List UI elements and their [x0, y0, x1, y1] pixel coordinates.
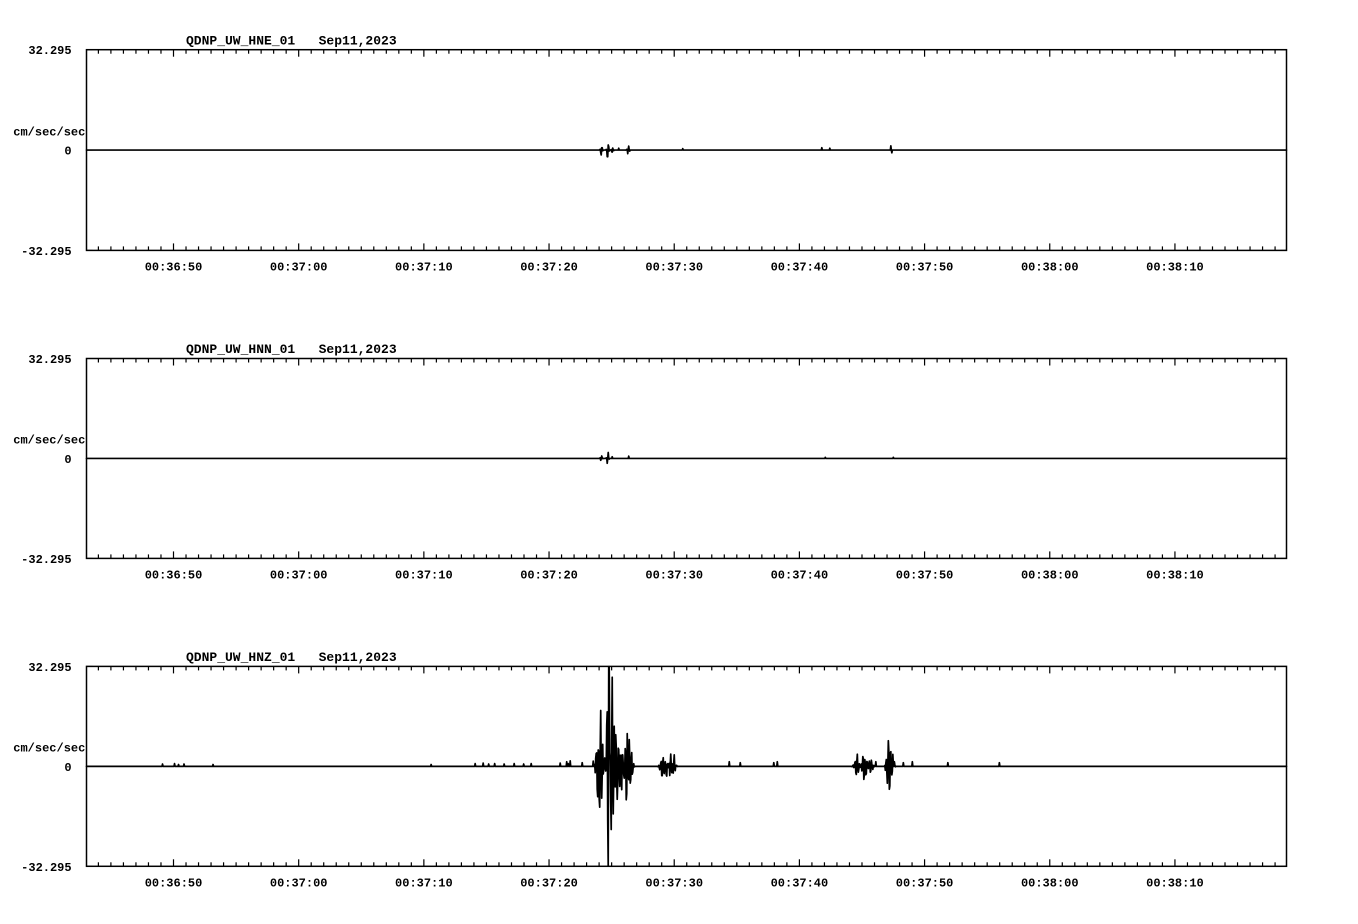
svg-text:32.295: 32.295	[28, 44, 71, 58]
svg-text:0: 0	[64, 145, 71, 159]
svg-text:00:37:00: 00:37:00	[270, 260, 328, 274]
svg-text:32.295: 32.295	[28, 661, 71, 675]
svg-text:QDNP_UW_HNN_01 Sep11,2023: QDNP_UW_HNN_01 Sep11,2023	[186, 342, 397, 357]
svg-text:QDNP_UW_HNE_01 Sep11,2023: QDNP_UW_HNE_01 Sep11,2023	[186, 33, 397, 48]
svg-text:0: 0	[64, 453, 71, 467]
svg-text:00:37:40: 00:37:40	[771, 260, 829, 274]
svg-text:QDNP_UW_HNZ_01 Sep11,2023: QDNP_UW_HNZ_01 Sep11,2023	[186, 650, 397, 665]
svg-text:-32.295: -32.295	[21, 553, 71, 567]
svg-text:00:36:50: 00:36:50	[145, 876, 203, 890]
svg-text:00:37:10: 00:37:10	[395, 260, 453, 274]
svg-text:00:38:10: 00:38:10	[1146, 260, 1204, 274]
svg-text:00:37:00: 00:37:00	[270, 568, 328, 582]
svg-text:-32.295: -32.295	[21, 245, 71, 259]
svg-text:00:37:20: 00:37:20	[520, 260, 578, 274]
svg-text:0: 0	[64, 761, 71, 775]
svg-text:00:38:00: 00:38:00	[1021, 260, 1079, 274]
svg-text:00:37:20: 00:37:20	[520, 876, 578, 890]
svg-text:00:37:10: 00:37:10	[395, 876, 453, 890]
svg-text:00:36:50: 00:36:50	[145, 260, 203, 274]
svg-text:00:38:10: 00:38:10	[1146, 876, 1204, 890]
svg-text:00:38:10: 00:38:10	[1146, 568, 1204, 582]
svg-text:00:38:00: 00:38:00	[1021, 568, 1079, 582]
svg-text:00:37:40: 00:37:40	[771, 568, 829, 582]
svg-text:00:37:00: 00:37:00	[270, 876, 328, 890]
svg-text:00:37:20: 00:37:20	[520, 568, 578, 582]
svg-text:00:37:40: 00:37:40	[771, 876, 829, 890]
svg-text:cm/sec/sec: cm/sec/sec	[13, 742, 85, 756]
svg-text:00:37:50: 00:37:50	[896, 568, 954, 582]
svg-text:00:37:50: 00:37:50	[896, 260, 954, 274]
svg-text:00:37:30: 00:37:30	[645, 260, 703, 274]
svg-text:00:38:00: 00:38:00	[1021, 876, 1079, 890]
svg-text:32.295: 32.295	[28, 353, 71, 367]
svg-text:cm/sec/sec: cm/sec/sec	[13, 125, 85, 139]
svg-text:-32.295: -32.295	[21, 861, 71, 875]
svg-text:cm/sec/sec: cm/sec/sec	[13, 434, 85, 448]
svg-text:00:37:30: 00:37:30	[645, 876, 703, 890]
svg-text:00:37:30: 00:37:30	[645, 568, 703, 582]
svg-text:00:37:10: 00:37:10	[395, 568, 453, 582]
svg-text:00:36:50: 00:36:50	[145, 568, 203, 582]
svg-text:00:37:50: 00:37:50	[896, 876, 954, 890]
